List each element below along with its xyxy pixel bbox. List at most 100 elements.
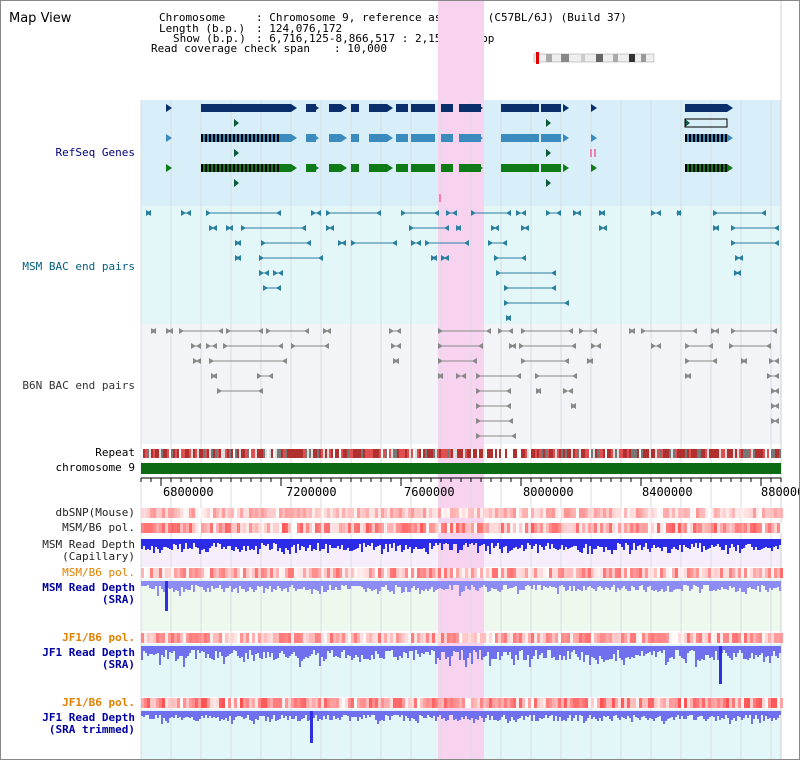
- polymorphism-cell: [372, 523, 375, 533]
- read-depth-bar: [441, 539, 443, 550]
- read-depth-bar: [763, 646, 765, 662]
- read-depth-bar: [521, 581, 523, 590]
- polymorphism-cell: [741, 633, 744, 643]
- bac-end: [519, 343, 524, 349]
- polymorphism-cell: [465, 523, 468, 533]
- polymorphism-cell: [552, 698, 555, 708]
- polymorphism-cell: [390, 633, 393, 643]
- gene-feature: [341, 164, 347, 172]
- polymorphism-cell: [546, 633, 549, 643]
- read-depth-bar: [225, 581, 227, 588]
- read-depth-bar: [431, 711, 433, 718]
- polymorphism-cell: [456, 523, 459, 533]
- read-depth-bar: [413, 581, 415, 586]
- show-label: Show (b.p.): [173, 32, 246, 45]
- read-depth-bar: [247, 711, 249, 715]
- read-depth-bar: [603, 581, 605, 590]
- polymorphism-cell: [195, 568, 198, 578]
- polymorphism-cell: [270, 698, 273, 708]
- read-depth-bar: [773, 711, 775, 718]
- read-depth-bar: [747, 711, 749, 718]
- repeat-segment: [319, 449, 321, 458]
- polymorphism-cell: [750, 698, 753, 708]
- gene-feature: [411, 164, 435, 172]
- bac-end: [516, 373, 521, 379]
- repeat-segment: [763, 449, 765, 458]
- read-depth-bar: [285, 539, 287, 548]
- polymorphism-cell: [372, 508, 375, 518]
- read-depth-bar: [431, 581, 433, 587]
- bac-end: [351, 240, 356, 246]
- read-depth-bar: [165, 711, 167, 721]
- polymorphism-cell: [342, 568, 345, 578]
- read-depth-bar: [237, 646, 239, 656]
- msm-bac-end-pairs-label[interactable]: MSM BAC end pairs: [22, 260, 135, 273]
- polymorphism-cell: [225, 568, 228, 578]
- polymorphism-cell: [678, 633, 681, 643]
- polymorphism-cell: [207, 523, 210, 533]
- read-depth-bar: [495, 646, 497, 659]
- bac-end: [774, 225, 779, 231]
- polymorphism-cell: [627, 508, 630, 518]
- repeat-segment: [577, 449, 579, 458]
- read-depth-bar: [445, 646, 447, 659]
- read-depth-bar: [357, 646, 359, 657]
- polymorphism-cell: [498, 568, 501, 578]
- repeat-segment: [541, 449, 543, 458]
- read-depth-bar: [469, 711, 471, 720]
- polymorphism-cell: [726, 508, 729, 518]
- polymorphism-cell: [729, 698, 732, 708]
- read-depth-bar: [499, 711, 501, 720]
- gene-feature: [351, 164, 359, 172]
- polymorphism-cell: [219, 568, 222, 578]
- polymorphism-cell: [189, 698, 192, 708]
- polymorphism-cell: [729, 633, 732, 643]
- read-depth-bar: [425, 711, 427, 718]
- refseq-genes-label[interactable]: RefSeq Genes: [55, 146, 135, 159]
- repeat-segment: [149, 449, 151, 458]
- repeat-segment: [157, 449, 159, 458]
- read-depth-bar: [249, 711, 251, 720]
- repeat-segment: [611, 449, 613, 458]
- repeat-segment: [365, 449, 367, 458]
- repeat-segment: [241, 449, 243, 458]
- read-depth-bar: [171, 711, 173, 717]
- polymorphism-cell: [777, 698, 780, 708]
- read-depth-bar: [465, 581, 467, 586]
- polymorphism-cell: [258, 698, 261, 708]
- read-depth-bar: [331, 581, 333, 590]
- polymorphism-cell: [315, 633, 318, 643]
- read-depth-bar: [419, 539, 421, 549]
- read-depth-bar: [267, 711, 269, 717]
- read-depth-bar: [365, 646, 367, 659]
- read-depth-bar: [281, 539, 283, 552]
- bac-end: [392, 240, 397, 246]
- repeat-segment: [415, 449, 417, 458]
- read-depth-bar: [239, 581, 241, 586]
- polymorphism-cell: [699, 698, 702, 708]
- b6n-bac-end-pairs-label[interactable]: B6N BAC end pairs: [22, 379, 135, 392]
- read-depth-bar: [423, 539, 425, 548]
- polymorphism-cell: [597, 508, 600, 518]
- read-depth-bar: [411, 539, 413, 553]
- read-depth-bar: [181, 581, 183, 587]
- read-depth-bar: [369, 581, 371, 589]
- read-depth-bar: [313, 539, 315, 549]
- polymorphism-cell: [618, 568, 621, 578]
- read-depth-bar: [581, 581, 583, 591]
- bac-end: [228, 225, 233, 231]
- read-depth-bar: [261, 539, 263, 543]
- read-depth-bar: [547, 646, 549, 650]
- repeat-segment: [379, 449, 381, 458]
- read-depth-bar: [647, 581, 649, 587]
- read-depth-bar: [173, 711, 175, 718]
- polymorphism-cell: [300, 698, 303, 708]
- read-depth-bar: [169, 711, 171, 718]
- read-depth-bar: [427, 539, 429, 554]
- read-depth-bar: [185, 711, 187, 717]
- gene-exon: [685, 134, 687, 142]
- polymorphism-cell: [657, 508, 660, 518]
- polymorphism-cell: [378, 508, 381, 518]
